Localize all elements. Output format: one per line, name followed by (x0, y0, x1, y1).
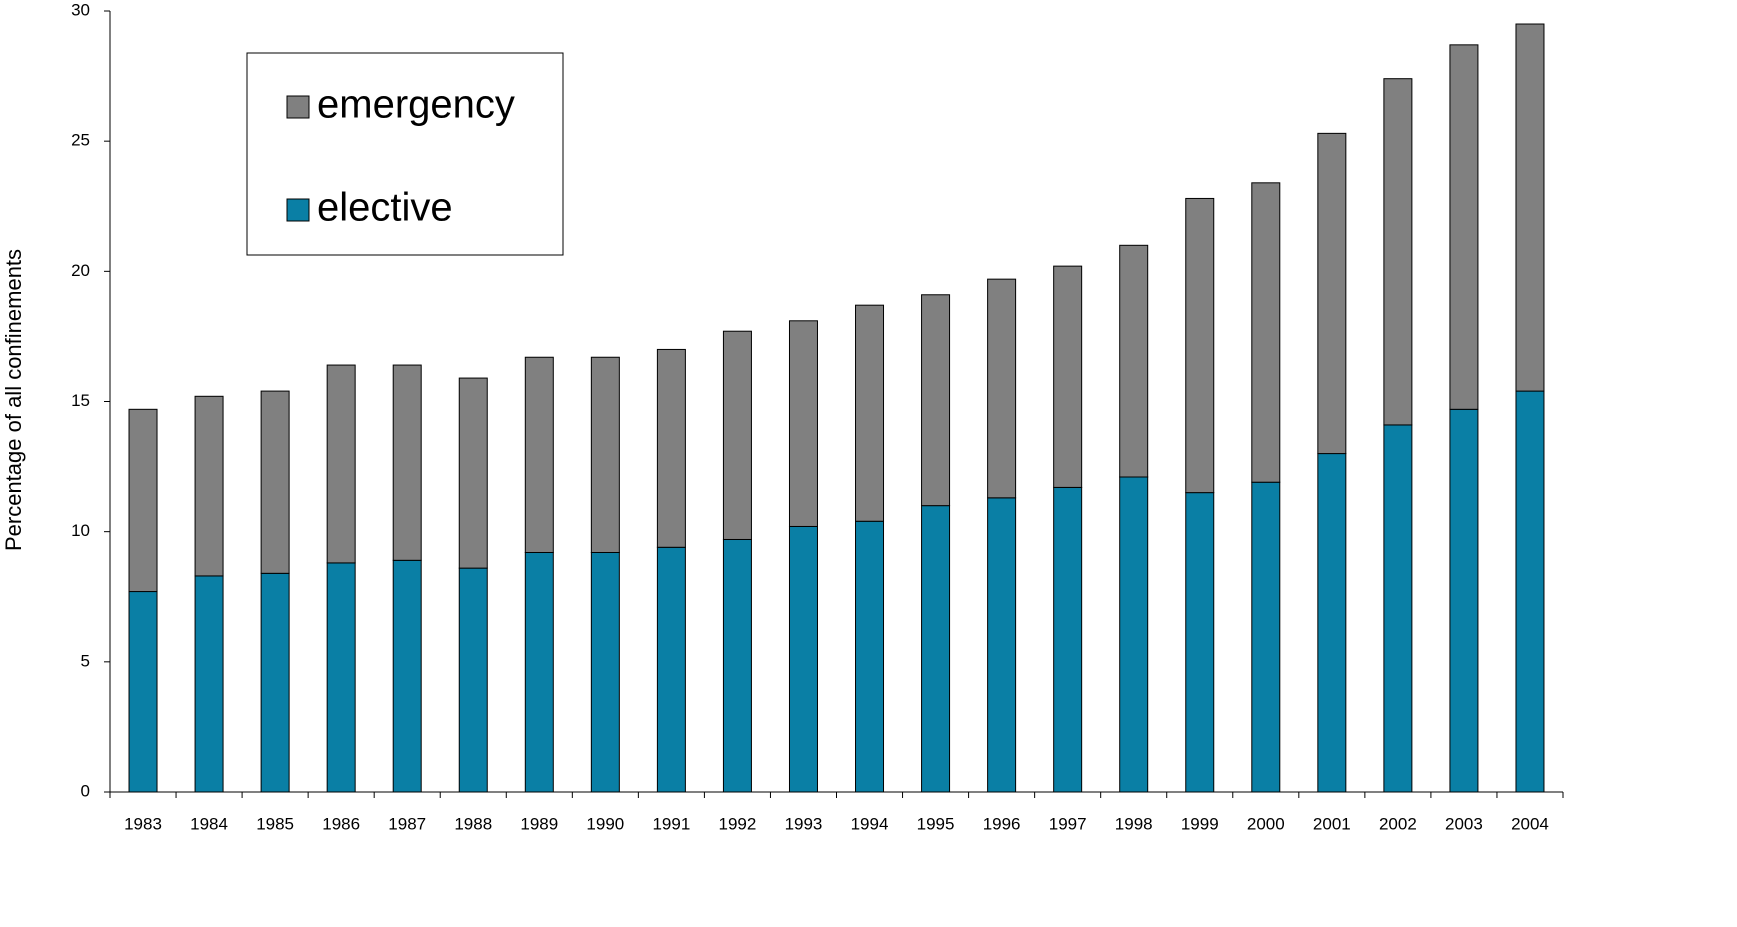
bar-segment (1185, 197, 1215, 494)
y-tick-label: 10 (71, 521, 90, 540)
x-tick-label: 2002 (1379, 814, 1417, 833)
x-tick-label: 1994 (851, 814, 889, 833)
y-tick-label: 5 (81, 651, 90, 670)
bar-segment (326, 364, 356, 564)
bar-segment (788, 525, 818, 793)
y-tick-label: 20 (71, 261, 90, 280)
bar-segment (590, 551, 620, 793)
x-tick-label: 1991 (652, 814, 690, 833)
x-tick-label: 1984 (190, 814, 228, 833)
bar-segment (1119, 476, 1149, 793)
bar-segment (128, 408, 158, 593)
bar-segment (987, 497, 1017, 793)
x-tick-label: 2003 (1445, 814, 1483, 833)
bar-segment (1515, 390, 1545, 793)
bar-segment (1317, 453, 1347, 793)
y-tick-label: 30 (71, 0, 90, 19)
x-tick-label: 1985 (256, 814, 294, 833)
x-tick-label: 2004 (1511, 814, 1549, 833)
bar-segment (392, 364, 422, 561)
bar-segment (656, 546, 686, 793)
y-axis-label: Percentage of all confinements (1, 249, 26, 551)
x-tick-label: 1993 (785, 814, 823, 833)
bar-segment (855, 520, 885, 793)
y-tick-label: 25 (71, 131, 90, 150)
bar-segment (722, 330, 752, 540)
x-tick-label: 1997 (1049, 814, 1087, 833)
bar-segment (458, 567, 488, 793)
bar-segment (1515, 23, 1545, 392)
x-tick-label: 1996 (983, 814, 1021, 833)
x-tick-label: 1987 (388, 814, 426, 833)
bar-segment (1317, 132, 1347, 455)
x-tick-label: 1998 (1115, 814, 1153, 833)
bar-segment (855, 304, 885, 522)
bar-segment (788, 320, 818, 527)
legend-label: emergency (317, 83, 515, 127)
bar-segment (987, 278, 1017, 499)
x-tick-label: 1986 (322, 814, 360, 833)
bar-segment (656, 348, 686, 548)
x-tick-label: 1988 (454, 814, 492, 833)
bar-segment (1185, 492, 1215, 793)
bar-segment (392, 559, 422, 793)
bar-segment (921, 505, 951, 793)
bar-segment (1119, 244, 1149, 478)
bar-segment (260, 390, 290, 574)
bar-segment (1383, 424, 1413, 793)
bar-segment (1053, 486, 1083, 793)
legend-label: elective (317, 186, 453, 230)
x-tick-label: 2001 (1313, 814, 1351, 833)
x-tick-label: 1999 (1181, 814, 1219, 833)
x-tick-label: 1989 (520, 814, 558, 833)
bar-segment (1449, 44, 1479, 410)
bar-segment (524, 356, 554, 553)
x-tick-label: 1983 (124, 814, 162, 833)
x-tick-label: 1990 (586, 814, 624, 833)
bar-segment (1053, 265, 1083, 488)
bar-segment (1449, 408, 1479, 793)
legend-swatch (286, 95, 310, 119)
bar-segment (194, 395, 224, 577)
x-tick-label: 2000 (1247, 814, 1285, 833)
bar-segment (524, 551, 554, 793)
bar-segment (590, 356, 620, 553)
bar-segment (1383, 78, 1413, 426)
bar-segment (1251, 481, 1281, 793)
y-tick-label: 0 (81, 781, 90, 800)
x-tick-label: 1995 (917, 814, 955, 833)
bar-segment (128, 591, 158, 793)
bar-segment (1251, 182, 1281, 483)
bar-segment (326, 562, 356, 793)
bar-segment (194, 575, 224, 793)
y-tick-label: 15 (71, 391, 90, 410)
bar-segment (921, 294, 951, 507)
bar-segment (722, 538, 752, 793)
legend-swatch (286, 198, 310, 222)
x-tick-label: 1992 (719, 814, 757, 833)
bar-segment (458, 377, 488, 569)
bar-segment (260, 572, 290, 793)
